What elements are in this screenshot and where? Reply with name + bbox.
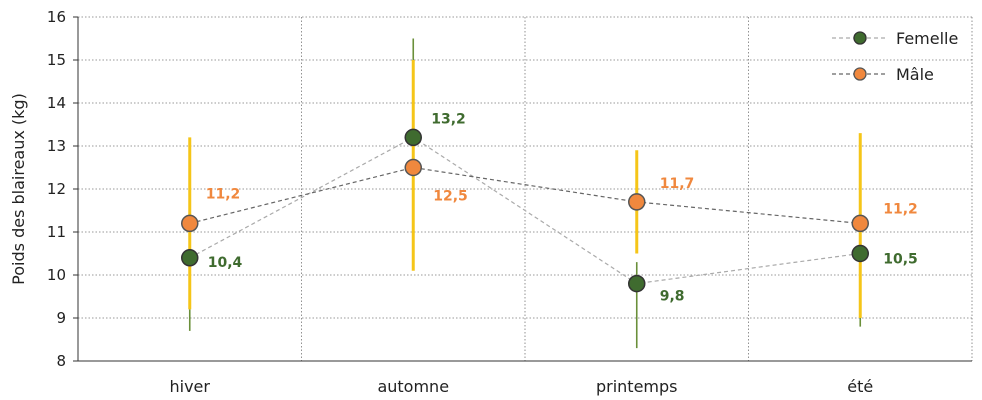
male-point <box>404 158 422 177</box>
male-data-label: 12,5 <box>433 189 468 205</box>
legend-male-marker <box>853 67 867 81</box>
femelle-data-label: 9,8 <box>660 289 685 305</box>
legend-femelle-marker <box>853 31 867 45</box>
femelle-point <box>404 128 422 147</box>
y-tick-label: 12 <box>47 180 66 198</box>
series-lines <box>189 136 861 285</box>
femelle-point <box>851 244 869 263</box>
legend-male-label: Mâle <box>896 65 934 84</box>
grid <box>78 16 973 361</box>
male-point <box>628 193 646 211</box>
y-axis-title: Poids des blaireaux (kg) <box>9 93 28 285</box>
legend-femelle-label: Femelle <box>896 29 958 48</box>
y-tick-label: 8 <box>56 352 66 370</box>
y-tick-label: 14 <box>47 94 66 112</box>
y-tick-label: 9 <box>56 309 66 327</box>
male-line <box>189 166 861 224</box>
male-point <box>851 214 869 233</box>
x-category-label: printemps <box>596 377 678 396</box>
y-tick-labels: 8 9 10 11 12 13 14 15 16 <box>47 8 66 370</box>
axes <box>73 16 972 362</box>
y-tick-label: 11 <box>47 223 66 241</box>
legend: Femelle Mâle <box>832 29 958 84</box>
data-labels: 10,4 13,2 9,8 10,5 11,2 12,5 11,7 11,2 <box>206 111 918 304</box>
male-data-label: 11,7 <box>660 176 695 192</box>
male-data-label: 11,2 <box>883 201 918 217</box>
femelle-data-label: 13,2 <box>431 111 466 127</box>
y-tick-label: 10 <box>47 266 66 284</box>
x-category-labels: hiver automne printemps été <box>170 377 874 396</box>
x-category-label: automne <box>377 377 449 396</box>
x-category-label: été <box>847 377 873 396</box>
y-tick-label: 16 <box>47 8 66 26</box>
femelle-point <box>181 249 199 267</box>
femelle-data-label: 10,4 <box>208 255 243 271</box>
male-data-label: 11,2 <box>206 186 241 202</box>
y-tick-label: 15 <box>47 51 66 69</box>
y-tick-label: 13 <box>47 137 66 155</box>
male-point <box>181 214 199 233</box>
femelle-data-label: 10,5 <box>883 252 918 268</box>
femelle-line <box>189 136 861 285</box>
data-points <box>181 128 869 293</box>
x-category-label: hiver <box>170 377 211 396</box>
femelle-point <box>628 274 646 293</box>
